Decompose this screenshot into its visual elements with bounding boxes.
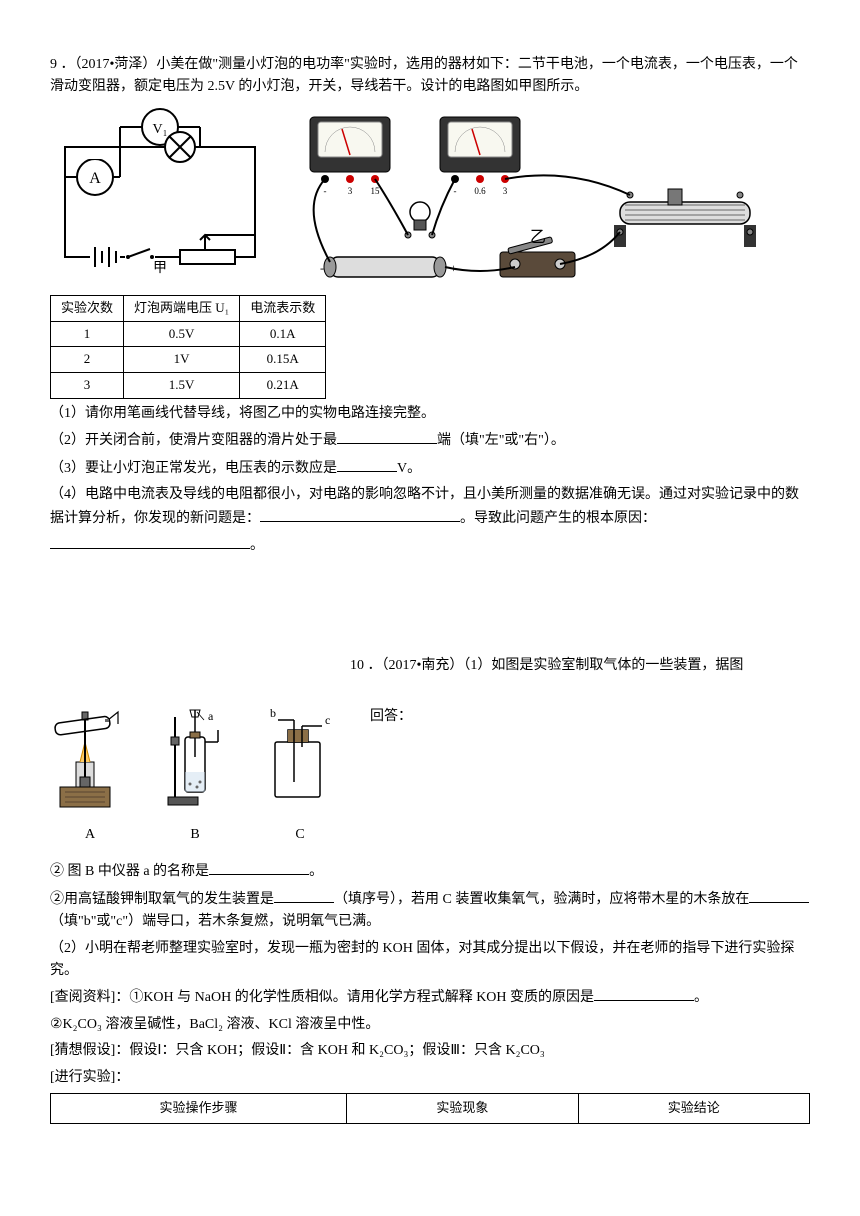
table-cell: 1.5V <box>124 373 240 399</box>
q10-sub2: ②用高锰酸钾制取氧气的发生装置是（填序号），若用 C 装置收集氧气，验满时，应将… <box>50 888 810 934</box>
blank-fill[interactable] <box>260 507 460 522</box>
svg-text:b: b <box>270 706 276 720</box>
gas-devices-figure: A a B <box>50 702 350 847</box>
device-a: A <box>50 702 130 847</box>
table-cell: 3 <box>51 373 124 399</box>
svg-text:甲: 甲 <box>153 261 167 276</box>
q9-sub4: （4）电路中电流表及导线的电阻都很小，对电路的影响忽略不计，且小美所测量的数据准… <box>50 484 810 530</box>
svg-text:-: - <box>320 261 324 275</box>
q10-info1: [查阅资料]：①KOH 与 NaOH 的化学性质相似。请用化学方程式解释 KOH… <box>50 986 810 1009</box>
q10-info2: ②K₂CO₃ 溶液呈碱性，BaCl₂ 溶液、KCl 溶液呈中性。 <box>50 1014 810 1036</box>
svg-text:-: - <box>324 186 327 196</box>
blank-fill[interactable] <box>337 429 437 444</box>
svg-text:3: 3 <box>348 186 353 196</box>
blank-fill[interactable] <box>209 860 309 875</box>
circuit-diagram-physical: - 3 15 - 0.6 3 <box>290 107 810 287</box>
table-cell: 1 <box>51 321 124 347</box>
table-cell: 0.15A <box>240 347 326 373</box>
table-cell: 0.5V <box>124 321 240 347</box>
svg-text:a: a <box>208 709 214 723</box>
svg-text:c: c <box>325 713 330 727</box>
q9-subquestions: （1）请你用笔画线代替导线，将图乙中的实物电路连接完整。 （2）开关闭合前，使滑… <box>50 403 810 557</box>
table-cell: 0.21A <box>240 373 326 399</box>
table-cell: 1V <box>124 347 240 373</box>
svg-text:3: 3 <box>503 186 508 196</box>
q10-header2: 回答： <box>370 706 810 728</box>
q10-sub1: ② 图 B 中仪器 a 的名称是。 <box>50 860 810 883</box>
q10-experiment: [进行实验]： <box>50 1067 810 1089</box>
svg-text:0.6: 0.6 <box>474 186 486 196</box>
q10-sub3: （2）小明在帮老师整理实验室时，发现一瓶为密封的 KOH 固体，对其成分提出以下… <box>50 938 810 983</box>
table-header: 电流表示数 <box>240 295 326 321</box>
q9-sub2: （2）开关闭合前，使滑片变阻器的滑片处于最端（填"左"或"右"）。 <box>50 429 810 452</box>
svg-text:V₁: V₁ <box>153 122 168 137</box>
q9-sub3: （3）要让小灯泡正常发光，电压表的示数应是V。 <box>50 457 810 480</box>
table-cell: 0.1A <box>240 321 326 347</box>
table-header: 灯泡两端电压 U₁ <box>124 295 240 321</box>
blank-fill[interactable] <box>274 888 334 903</box>
device-b: a B <box>160 702 230 847</box>
q9-header: 9 ．（2017•菏泽）小美在做"测量小灯泡的电功率"实验时，选用的器材如下：二… <box>50 54 810 99</box>
blank-fill[interactable] <box>594 986 694 1001</box>
svg-text:乙: 乙 <box>530 229 546 246</box>
blank-fill[interactable] <box>749 888 809 903</box>
data-table: 实验次数 灯泡两端电压 U₁ 电流表示数 1 0.5V 0.1A 2 1V 0.… <box>50 295 326 399</box>
q9-sub1: （1）请你用笔画线代替导线，将图乙中的实物电路连接完整。 <box>50 403 810 425</box>
exp-header: 实验操作步骤 <box>51 1094 347 1124</box>
q10-subquestions: ② 图 B 中仪器 a 的名称是。 ②用高锰酸钾制取氧气的发生装置是（填序号），… <box>50 860 810 1089</box>
blank-fill[interactable] <box>50 534 250 549</box>
blank-fill[interactable] <box>337 457 397 472</box>
q10-hypothesis: [猜想假设]：假设Ⅰ：只含 KOH；假设Ⅱ：含 KOH 和 K₂CO₃；假设Ⅲ：… <box>50 1040 810 1062</box>
q10-header: 10 ．（2017•南充）（1）如图是实验室制取气体的一些装置，据图 <box>350 655 810 677</box>
device-c: b c C <box>260 702 340 847</box>
svg-text:15: 15 <box>371 186 381 196</box>
exp-header: 实验现象 <box>347 1094 578 1124</box>
table-header: 实验次数 <box>51 295 124 321</box>
svg-text:A: A <box>89 170 101 187</box>
question-9: 9 ．（2017•菏泽）小美在做"测量小灯泡的电功率"实验时，选用的器材如下：二… <box>50 54 810 557</box>
exp-header: 实验结论 <box>578 1094 809 1124</box>
question-10: 10 ．（2017•南充）（1）如图是实验室制取气体的一些装置，据图 <box>50 641 810 1123</box>
circuit-diagram-schematic: V₁ A <box>50 107 270 277</box>
experiment-table: 实验操作步骤 实验现象 实验结论 <box>50 1093 810 1124</box>
svg-text:-: - <box>454 186 457 196</box>
table-cell: 2 <box>51 347 124 373</box>
circuit-figures: V₁ A <box>50 107 810 287</box>
